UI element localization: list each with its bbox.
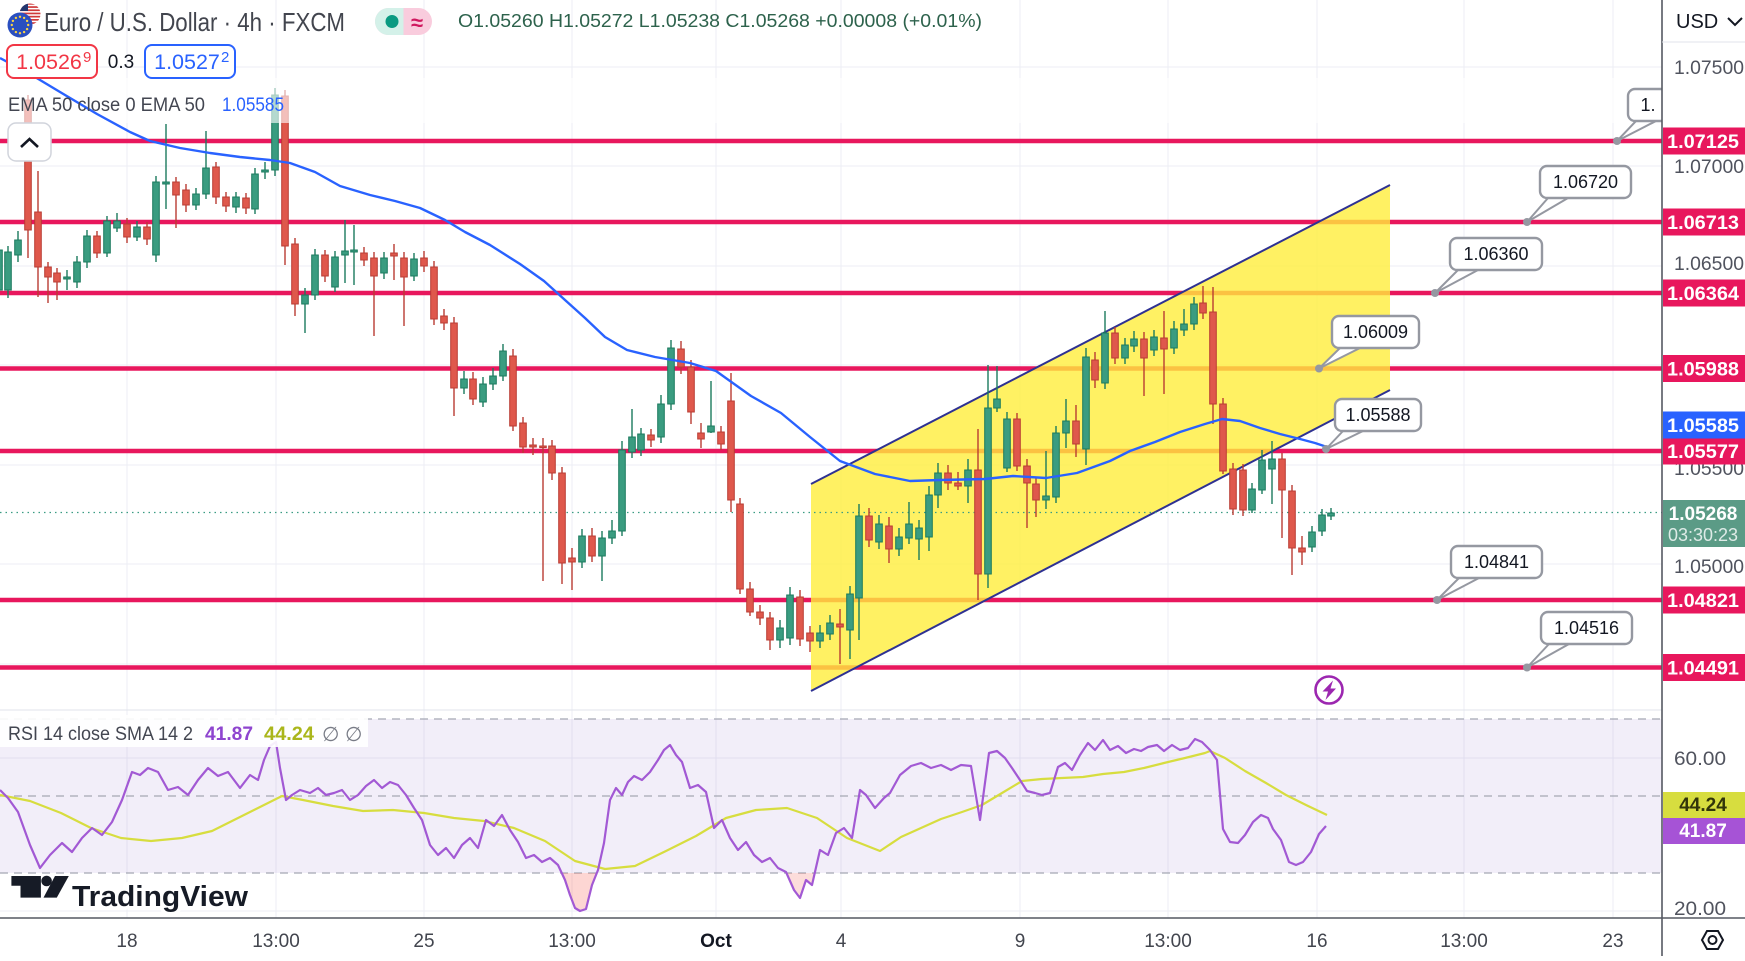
- svg-text:1.06713: 1.06713: [1667, 212, 1739, 234]
- svg-text:1.04821: 1.04821: [1667, 590, 1739, 612]
- svg-text:1.06360: 1.06360: [1463, 244, 1528, 264]
- svg-text:TradingView: TradingView: [72, 881, 248, 913]
- svg-text:Euro / U.S. Dollar · 4h · FXCM: Euro / U.S. Dollar · 4h · FXCM: [44, 7, 345, 37]
- svg-text:1.04516: 1.04516: [1554, 618, 1619, 638]
- svg-text:1.07000: 1.07000: [1674, 157, 1744, 178]
- svg-text:9: 9: [1015, 931, 1026, 952]
- svg-text:1.06720: 1.06720: [1553, 172, 1618, 192]
- svg-text:1.05588: 1.05588: [1345, 405, 1410, 425]
- svg-text:4: 4: [836, 931, 847, 952]
- svg-text:Oct: Oct: [700, 931, 732, 952]
- svg-text:1.05577: 1.05577: [1667, 441, 1739, 463]
- svg-text:9: 9: [83, 49, 91, 66]
- svg-text:41.87: 41.87: [1679, 821, 1727, 842]
- svg-text:13:00: 13:00: [1440, 931, 1488, 952]
- svg-text:16: 16: [1306, 931, 1327, 952]
- svg-text:1.04841: 1.04841: [1464, 552, 1529, 572]
- svg-text:1.04491: 1.04491: [1667, 658, 1739, 680]
- svg-text:44.24: 44.24: [264, 724, 314, 745]
- svg-text:1.06500: 1.06500: [1674, 254, 1744, 275]
- svg-text:13:00: 13:00: [548, 931, 596, 952]
- svg-text:25: 25: [413, 931, 434, 952]
- svg-text:EMA 50 close 0 EMA 50: EMA 50 close 0 EMA 50: [8, 95, 205, 116]
- svg-text:1.05988: 1.05988: [1667, 359, 1739, 381]
- svg-text:18: 18: [116, 931, 137, 952]
- svg-text:13:00: 13:00: [252, 931, 300, 952]
- svg-text:1.05585: 1.05585: [222, 95, 284, 116]
- svg-text:≈: ≈: [411, 10, 423, 35]
- svg-text:1.: 1.: [1640, 95, 1655, 115]
- svg-text:1.07500: 1.07500: [1674, 58, 1744, 79]
- svg-text:1.06009: 1.06009: [1343, 322, 1408, 342]
- svg-text:USD: USD: [1676, 11, 1718, 33]
- svg-text:41.87: 41.87: [205, 724, 253, 745]
- svg-text:1.06364: 1.06364: [1667, 283, 1739, 305]
- svg-text:1.05000: 1.05000: [1674, 557, 1744, 578]
- svg-text:1.07125: 1.07125: [1667, 131, 1739, 153]
- svg-text:1.05585: 1.05585: [1667, 415, 1739, 437]
- svg-text:60.00: 60.00: [1674, 749, 1726, 770]
- svg-text:2: 2: [221, 49, 229, 66]
- svg-text:03:30:23: 03:30:23: [1668, 525, 1738, 545]
- svg-text:1.05268: 1.05268: [1669, 504, 1738, 525]
- svg-text:1.0527: 1.0527: [154, 50, 220, 74]
- svg-text:0.3: 0.3: [108, 52, 134, 73]
- svg-text:1.0526: 1.0526: [16, 50, 82, 74]
- svg-text:O1.05260 H1.05272 L1.05238 C1.: O1.05260 H1.05272 L1.05238 C1.05268 +0.0…: [458, 10, 982, 31]
- svg-text:13:00: 13:00: [1144, 931, 1192, 952]
- svg-text:20.00: 20.00: [1674, 899, 1726, 920]
- svg-text:23: 23: [1602, 931, 1623, 952]
- svg-text:∅ ∅: ∅ ∅: [322, 724, 362, 746]
- svg-text:RSI 14 close SMA 14 2: RSI 14 close SMA 14 2: [8, 724, 193, 745]
- svg-text:44.24: 44.24: [1679, 795, 1727, 816]
